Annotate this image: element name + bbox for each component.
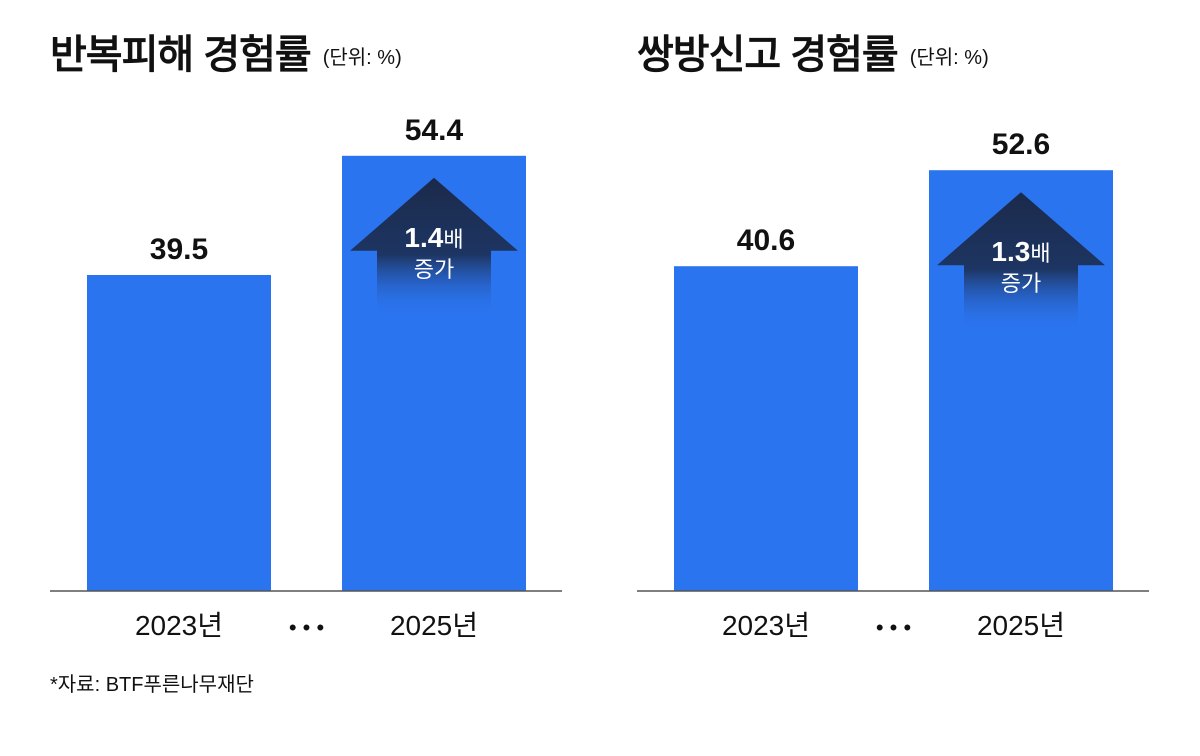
chart-title-row: 반복피해 경험률 (단위: %): [50, 22, 402, 80]
increase-text: 증가: [1001, 271, 1041, 296]
category-label: 2023년: [722, 610, 810, 641]
source-footnote: *자료: BTF푸른나무재단: [50, 674, 254, 696]
category-label: 2023년: [135, 610, 223, 641]
increase-multiplier: 1.4배: [404, 222, 463, 253]
value-label: 40.6: [737, 224, 795, 257]
chart-title-row: 쌍방신고 경험률 (단위: %): [637, 22, 989, 80]
category-separator: • • •: [289, 615, 324, 640]
value-label: 39.5: [150, 233, 208, 266]
increase-multiplier: 1.3배: [991, 236, 1050, 267]
bar-2023년: [674, 266, 858, 591]
chart-mutual-report: 쌍방신고 경험률 (단위: %) 40.6 2023년 52.6 2025년 • • • 1…: [637, 0, 1197, 680]
category-separator: • • •: [876, 615, 911, 640]
chart-repeat-victimization: 반복피해 경험률 (단위: %) 39.5 2023년 54.4 2025년 • • • 1…: [50, 0, 610, 680]
increase-arrow: [937, 192, 1105, 333]
increase-arrow: [350, 177, 518, 318]
unit-label: (단위: %): [322, 47, 402, 69]
category-label: 2025년: [977, 610, 1065, 641]
chart-title: 쌍방신고 경험률: [637, 33, 899, 77]
unit-label: (단위: %): [909, 47, 989, 69]
bar-2023년: [87, 275, 271, 591]
chart-title: 반복피해 경험률: [50, 33, 312, 77]
multiplier-value: 1.4: [404, 222, 443, 253]
multiplier-value: 1.3: [991, 236, 1030, 267]
multiplier-unit: 배: [443, 227, 463, 252]
category-label: 2025년: [390, 610, 478, 641]
increase-text: 증가: [414, 257, 454, 282]
value-label: 52.6: [992, 128, 1050, 161]
multiplier-unit: 배: [1030, 241, 1050, 266]
value-label: 54.4: [405, 114, 464, 147]
